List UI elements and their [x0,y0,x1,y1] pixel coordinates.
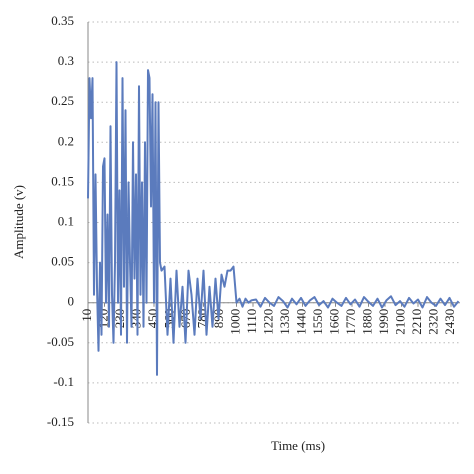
x-tick-label: 2100 [392,309,407,335]
x-tick-label: 1880 [359,309,374,335]
data-line [87,61,460,376]
x-tick-label: 1330 [277,309,292,335]
x-tick-label: 1000 [227,309,242,335]
x-tick-label: 1220 [260,309,275,335]
y-tick-label: 0.2 [58,133,74,148]
x-tick-label: 2430 [442,309,457,335]
y-tick-label: 0.25 [51,93,74,108]
x-tick-label: 2210 [409,309,424,335]
x-tick-label: 2320 [425,309,440,335]
y-tick-label: 0.1 [58,213,74,228]
x-tick-label: 1660 [326,309,341,335]
y-tick-label: -0.15 [47,414,74,429]
y-axis-label: Amplitude (v) [11,185,26,259]
x-tick-label: 1550 [310,309,325,335]
y-tick-label: 0.3 [58,53,74,68]
y-tick-label: 0.05 [51,254,74,269]
y-tick-label: -0.1 [53,374,74,389]
x-tick-label: 1440 [293,309,308,335]
x-tick-label: 670 [178,309,193,329]
y-tick-label: 0.35 [51,13,74,28]
x-tick-label: 1770 [343,309,358,335]
y-tick-label: -0.05 [47,334,74,349]
x-tick-label: 230 [112,309,127,329]
x-tick-label: 1990 [376,309,391,335]
x-axis-label: Time (ms) [271,438,325,453]
x-tick-label: 10 [79,309,94,322]
x-tick-label: 1110 [244,309,259,334]
y-tick-label: 0 [68,294,75,309]
y-tick-label: 0.15 [51,173,74,188]
